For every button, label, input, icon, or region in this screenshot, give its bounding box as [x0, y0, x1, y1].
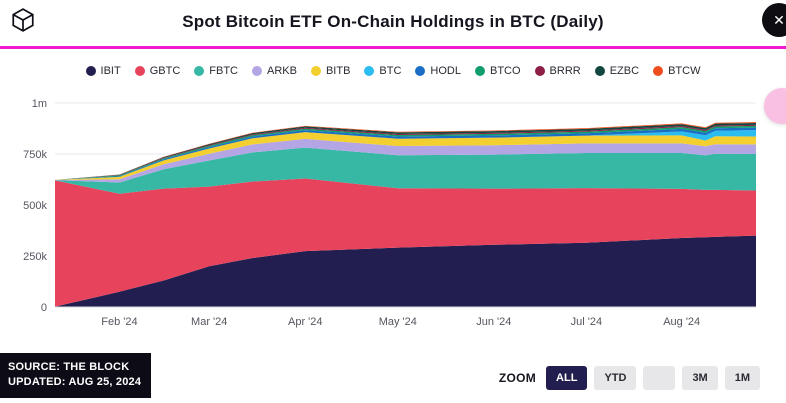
- zoom-button-group: ALL YTD 3M 1M: [546, 366, 760, 390]
- legend-item-btc[interactable]: BTC: [364, 65, 401, 77]
- x-axis-tick-label: Aug '24: [663, 316, 700, 328]
- legend-item-hodl[interactable]: HODL: [415, 65, 461, 77]
- legend-item-bitb[interactable]: BITB: [310, 65, 351, 77]
- area-series-btc[interactable]: [55, 130, 756, 180]
- y-axis-tick-label: 1m: [32, 98, 47, 110]
- zoom-all-button[interactable]: ALL: [546, 366, 588, 390]
- legend-dot-icon: [364, 66, 375, 76]
- source-text: SOURCE: THE BLOCK: [8, 361, 130, 373]
- area-series-ibit[interactable]: [55, 235, 756, 307]
- zoom-1m-button[interactable]: 1M: [724, 366, 760, 390]
- legend-label: BRRR: [549, 65, 581, 77]
- legend-item-btcw[interactable]: BTCW: [653, 65, 700, 77]
- legend-dot-icon: [194, 66, 205, 76]
- legend-item-ezbc[interactable]: EZBC: [594, 65, 640, 77]
- legend-label: BTCO: [489, 65, 521, 77]
- zoom-label: ZOOM: [498, 371, 537, 385]
- zoom-controls: ZOOM ALL YTD 3M 1M: [499, 366, 760, 390]
- header: Spot Bitcoin ETF On-Chain Holdings in BT…: [0, 0, 786, 46]
- area-series-fbtc[interactable]: [55, 147, 756, 194]
- area-series-arkb[interactable]: [55, 138, 756, 183]
- legend-item-fbtc[interactable]: FBTC: [194, 65, 238, 77]
- area-series-hodl[interactable]: [55, 127, 756, 180]
- area-series-gbtc[interactable]: [55, 178, 756, 307]
- chart-title: Spot Bitcoin ETF On-Chain Holdings in BT…: [182, 12, 604, 31]
- x-axis-tick-label: Feb '24: [101, 316, 137, 328]
- legend-label: IBIT: [100, 65, 121, 77]
- legend-dot-icon: [134, 66, 145, 76]
- updated-text: UPDATED: AUG 25, 2024: [8, 376, 142, 388]
- area-series-bitb[interactable]: [55, 132, 756, 181]
- legend-item-brrr[interactable]: BRRR: [534, 65, 581, 77]
- y-axis-tick-label: 250k: [23, 251, 47, 263]
- legend-label: HODL: [430, 65, 461, 77]
- floating-widget[interactable]: [764, 88, 786, 124]
- zoom-ytd-button[interactable]: YTD: [594, 366, 637, 390]
- legend-dot-icon: [534, 66, 545, 76]
- the-block-logo[interactable]: [10, 7, 36, 33]
- legend-dot-icon: [415, 66, 426, 76]
- chart-area: 0 250k 500k 750k 1m Feb '24 Mar '24 Apr '24 May …: [0, 81, 786, 338]
- zoom-blank-button[interactable]: [643, 366, 676, 390]
- cube-logo-icon: [12, 8, 34, 32]
- x-axis-tick-label: May '24: [379, 316, 417, 328]
- legend-dot-icon: [85, 66, 96, 76]
- legend-label: ARKB: [267, 65, 297, 77]
- legend-item-btco[interactable]: BTCO: [474, 65, 521, 77]
- source-box: SOURCE: THE BLOCK UPDATED: AUG 25, 2024: [0, 353, 152, 398]
- legend-dot-icon: [653, 66, 664, 76]
- legend-label: GBTC: [149, 65, 181, 77]
- legend-label: BITB: [325, 65, 351, 77]
- x-axis-tick-label: Mar '24: [191, 316, 227, 328]
- legend-label: FBTC: [209, 65, 238, 77]
- legend-item-gbtc[interactable]: GBTC: [134, 65, 181, 77]
- y-axis-tick-label: 0: [41, 302, 47, 314]
- zoom-3m-button[interactable]: 3M: [682, 366, 718, 390]
- y-axis-tick-label: 500k: [23, 200, 47, 212]
- x-axis-tick-label: Jul '24: [571, 316, 602, 328]
- legend-label: EZBC: [609, 65, 640, 77]
- legend-dot-icon: [594, 66, 605, 76]
- legend-label: BTC: [379, 65, 402, 77]
- legend-item-ibit[interactable]: IBIT: [85, 65, 121, 77]
- close-button[interactable]: ✕: [762, 3, 786, 37]
- x-axis-tick-label: Jun '24: [476, 316, 511, 328]
- legend-dot-icon: [474, 66, 485, 76]
- holdings-stacked-area-chart[interactable]: 0 250k 500k 750k 1m Feb '24 Mar '24 Apr '24 May …: [0, 81, 786, 333]
- accent-divider: [0, 46, 786, 49]
- legend-item-arkb[interactable]: ARKB: [252, 65, 297, 77]
- legend-dot-icon: [252, 66, 262, 76]
- legend-label: BTCW: [668, 65, 701, 77]
- chart-legend: IBIT GBTC FBTC ARKB BITB BTC HODL BTCO BRRR EZBC B…: [0, 65, 786, 77]
- x-axis-tick-label: Apr '24: [288, 316, 323, 328]
- close-icon: ✕: [773, 11, 785, 28]
- y-axis-tick-label: 750k: [23, 149, 47, 161]
- legend-dot-icon: [310, 66, 321, 76]
